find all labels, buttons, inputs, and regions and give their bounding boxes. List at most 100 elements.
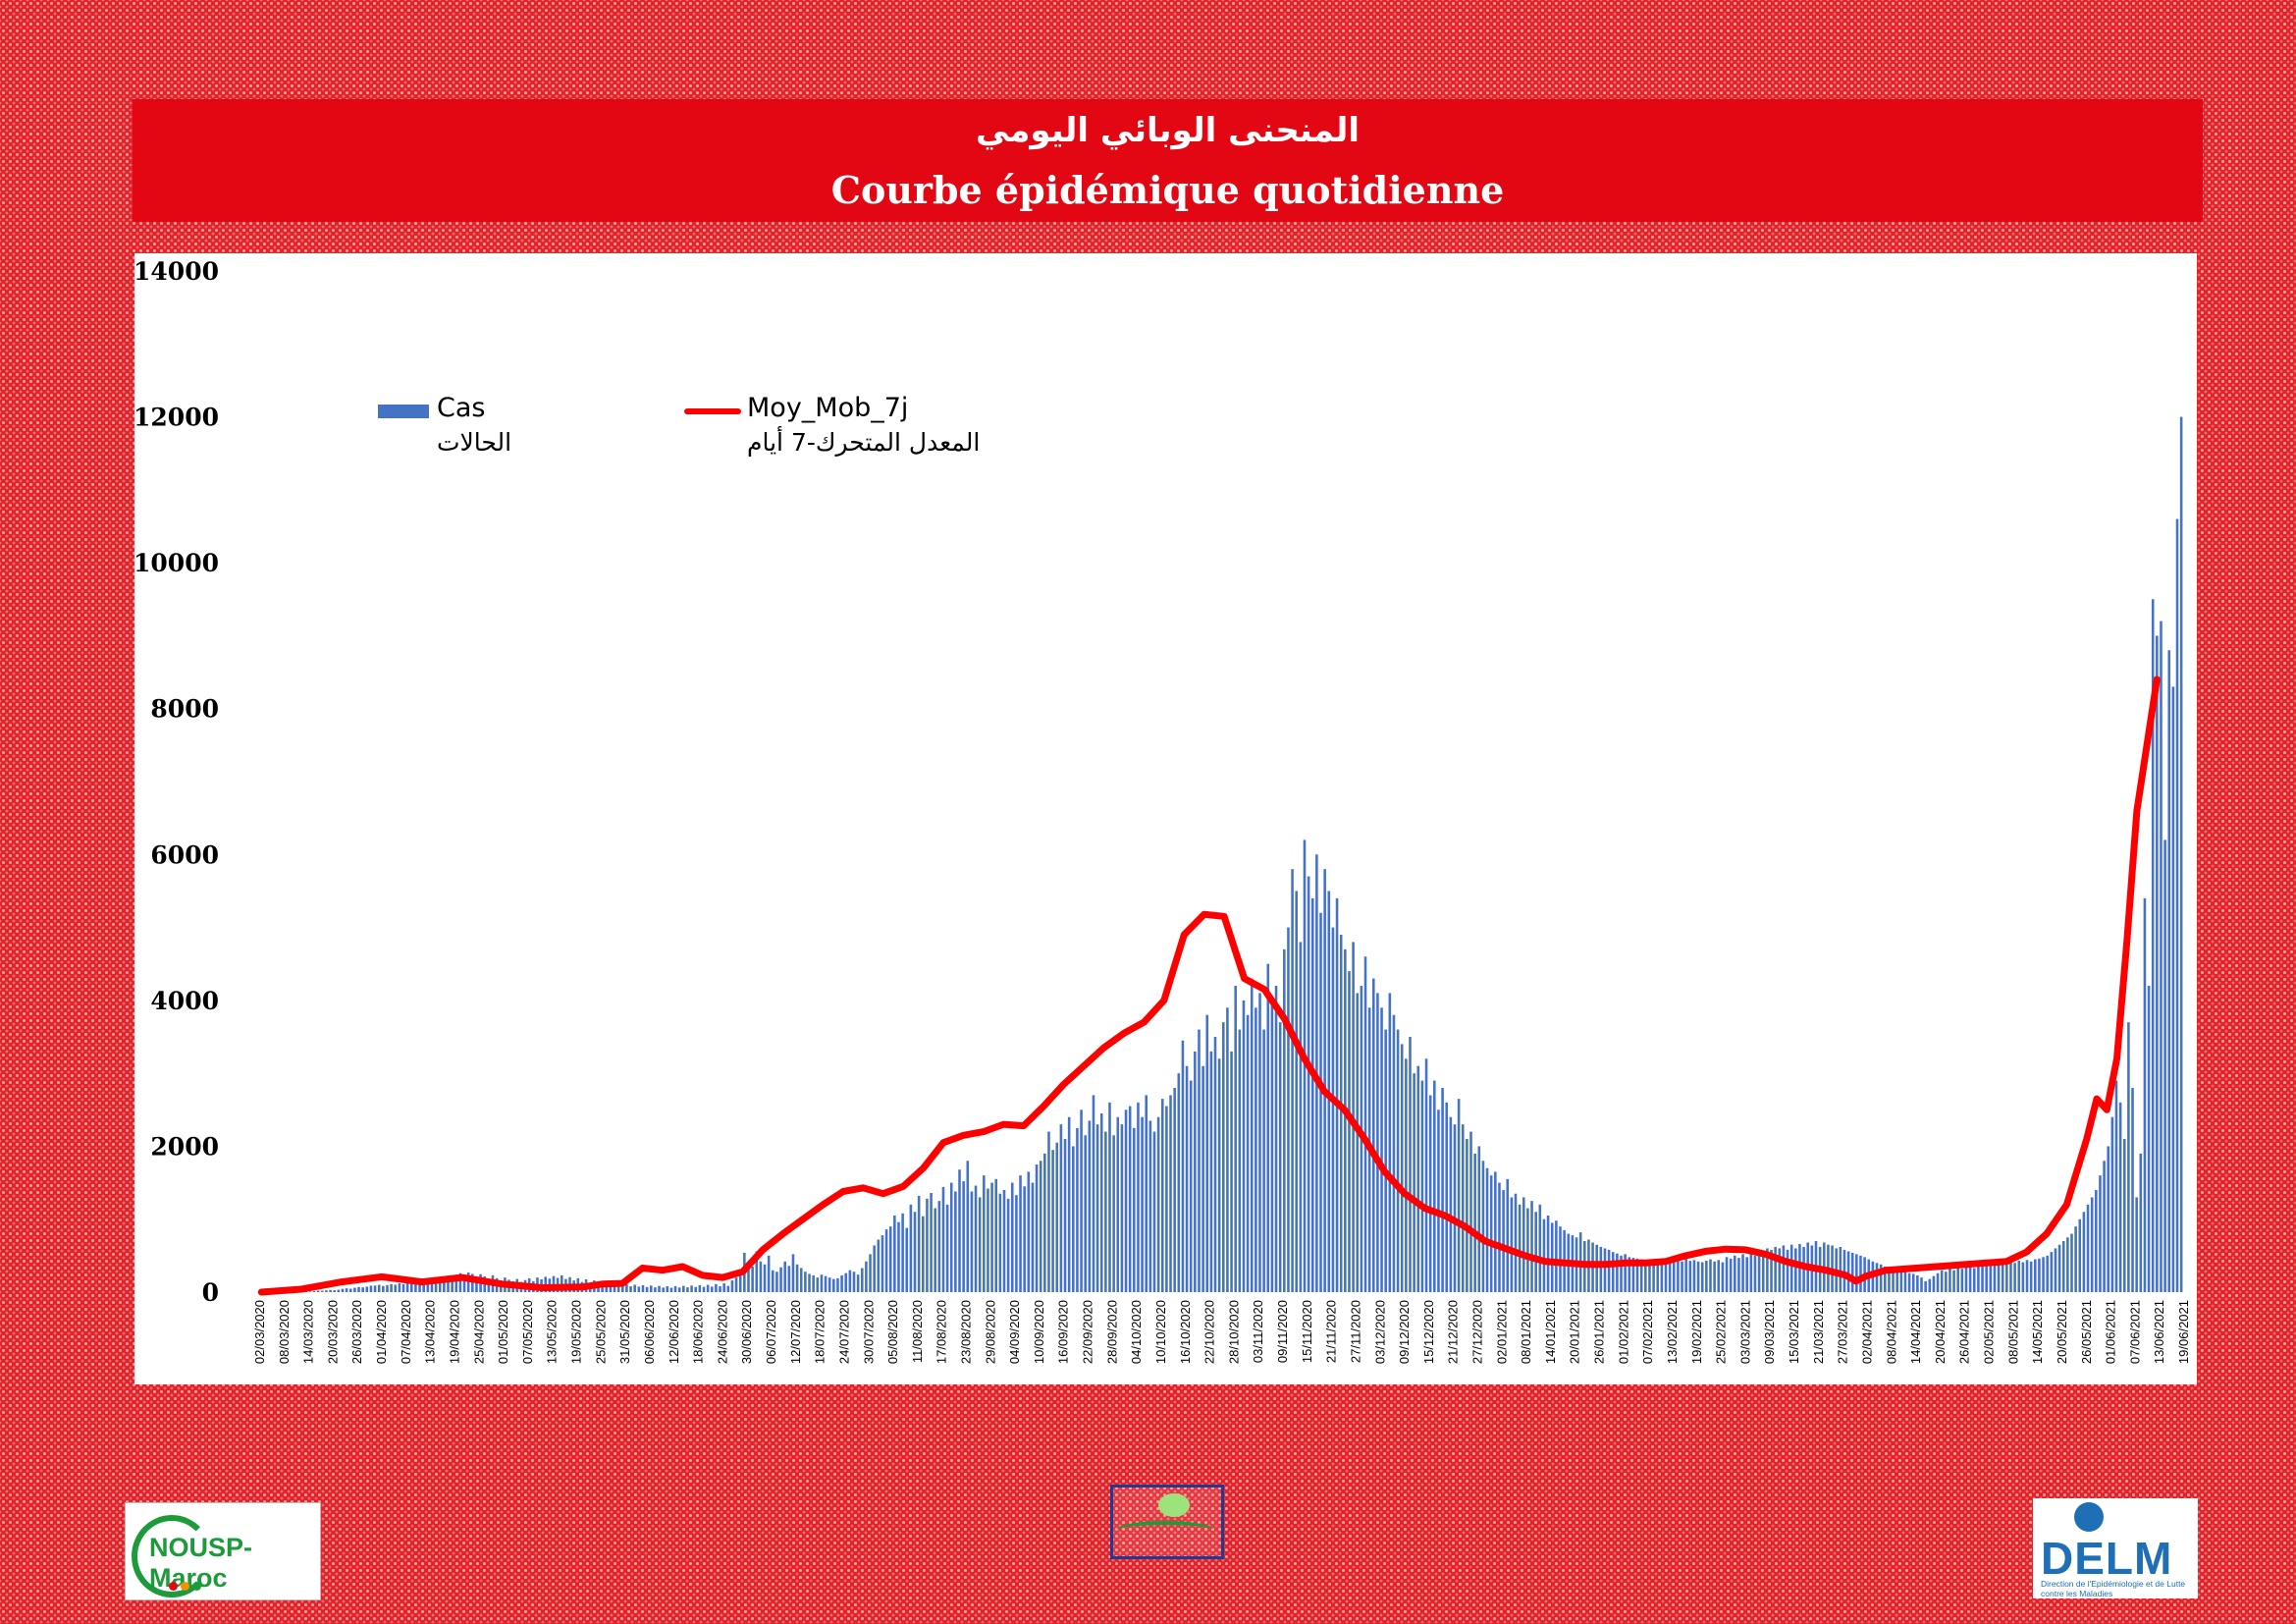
- case-bar: [686, 1287, 689, 1292]
- case-bar: [1737, 1258, 1740, 1292]
- case-bar: [1677, 1259, 1680, 1292]
- x-tick-label: 05/08/2020: [885, 1300, 900, 1364]
- case-bar: [1932, 1275, 1936, 1292]
- case-bar: [1335, 897, 1339, 1292]
- case-bar: [954, 1191, 957, 1292]
- ministry-wave-icon: [1117, 1521, 1213, 1539]
- x-tick-label: 15/12/2020: [1421, 1300, 1436, 1364]
- case-bar: [1356, 993, 1360, 1292]
- case-bar: [893, 1216, 896, 1292]
- x-tick-label: 04/10/2020: [1129, 1300, 1144, 1364]
- case-bar: [418, 1281, 421, 1292]
- case-bar: [386, 1284, 389, 1292]
- case-bar: [2103, 1161, 2106, 1292]
- nousp-ring-icon: [132, 1515, 212, 1597]
- x-tick-label: 30/06/2020: [739, 1300, 754, 1364]
- case-bar: [1181, 1040, 1185, 1292]
- case-bar: [2167, 650, 2171, 1292]
- case-bar: [2151, 599, 2155, 1292]
- case-bar: [1681, 1261, 1683, 1292]
- case-bar: [1076, 1127, 1079, 1292]
- case-bar: [1839, 1246, 1842, 1292]
- case-bar: [1672, 1262, 1676, 1292]
- case-bar: [1396, 1029, 1400, 1292]
- case-bar: [706, 1284, 710, 1292]
- case-bar: [1855, 1254, 1858, 1292]
- case-bar: [1039, 1161, 1042, 1292]
- case-bar: [1607, 1249, 1611, 1292]
- case-bar: [2025, 1260, 2029, 1292]
- case-bar: [613, 1285, 616, 1292]
- case-bar: [1546, 1216, 1550, 1292]
- case-bar: [382, 1285, 385, 1292]
- case-bar: [2013, 1263, 2016, 1292]
- case-bar: [1205, 1014, 1209, 1292]
- case-bar: [1985, 1264, 1988, 1292]
- x-tick-label: 06/06/2020: [642, 1300, 657, 1364]
- case-bar: [462, 1274, 466, 1292]
- x-tick-label: 16/09/2020: [1056, 1300, 1071, 1364]
- case-bar: [1310, 897, 1314, 1292]
- case-bar: [1043, 1153, 1046, 1292]
- x-tick-label: 26/03/2020: [349, 1300, 364, 1364]
- case-bar: [1063, 1139, 1067, 1292]
- case-bar: [2179, 416, 2183, 1292]
- x-tick-label: 25/02/2021: [1714, 1300, 1729, 1364]
- case-bar: [2042, 1257, 2045, 1292]
- case-bar: [466, 1272, 470, 1292]
- case-bar: [1424, 1058, 1428, 1292]
- case-bar: [722, 1283, 725, 1292]
- case-bar: [787, 1266, 791, 1292]
- case-bar: [937, 1201, 941, 1292]
- case-bar: [1595, 1244, 1598, 1292]
- x-tick-label: 01/05/2020: [496, 1300, 510, 1364]
- x-tick-label: 20/03/2020: [325, 1300, 340, 1364]
- case-bar: [905, 1227, 909, 1292]
- case-bar: [2114, 1080, 2118, 1292]
- case-bar: [1692, 1260, 1696, 1292]
- case-bar: [454, 1274, 458, 1292]
- case-bar: [1416, 1065, 1420, 1292]
- case-bar: [1668, 1261, 1672, 1292]
- title-arabic: المنحنى الوبائي اليومي: [975, 111, 1361, 150]
- case-bar: [1307, 876, 1310, 1292]
- case-bar: [1428, 1095, 1432, 1292]
- case-bar: [1761, 1254, 1765, 1292]
- case-bar: [2131, 1088, 2134, 1292]
- case-bar: [1466, 1139, 1468, 1292]
- case-bar: [1128, 1106, 1132, 1292]
- case-bar: [884, 1229, 888, 1292]
- case-bar: [775, 1272, 778, 1292]
- x-tick-label: 12/06/2020: [667, 1300, 681, 1364]
- case-bar: [987, 1188, 989, 1292]
- case-bar: [715, 1283, 718, 1292]
- case-bar: [1899, 1271, 1903, 1292]
- case-bar: [1055, 1142, 1059, 1292]
- case-bar: [1530, 1201, 1533, 1292]
- case-bar: [1283, 948, 1286, 1292]
- case-bar: [1842, 1249, 1846, 1292]
- case-bar: [1051, 1150, 1054, 1292]
- case-bar: [1753, 1255, 1757, 1292]
- legend-label-cas: Cas: [437, 393, 486, 423]
- x-tick-label: 22/10/2020: [1202, 1300, 1217, 1364]
- case-bar: [426, 1281, 430, 1292]
- case-bar: [430, 1279, 434, 1292]
- case-bar: [2029, 1261, 2033, 1292]
- case-bar: [888, 1226, 892, 1292]
- x-tick-label: 28/09/2020: [1104, 1300, 1119, 1364]
- y-tick-label: 10000: [134, 549, 219, 577]
- case-bar: [1964, 1266, 1968, 1292]
- case-bar: [2139, 1153, 2143, 1292]
- case-bar: [852, 1272, 856, 1292]
- case-bar: [1092, 1095, 1095, 1292]
- case-bar: [1258, 993, 1261, 1292]
- case-bar: [1099, 1113, 1103, 1292]
- case-bar: [316, 1290, 320, 1292]
- case-bar: [1299, 942, 1303, 1292]
- case-bar: [1700, 1262, 1704, 1292]
- case-bar: [1148, 1120, 1152, 1292]
- case-bar: [1794, 1248, 1797, 1292]
- case-bar: [377, 1284, 381, 1292]
- case-bar: [804, 1272, 807, 1292]
